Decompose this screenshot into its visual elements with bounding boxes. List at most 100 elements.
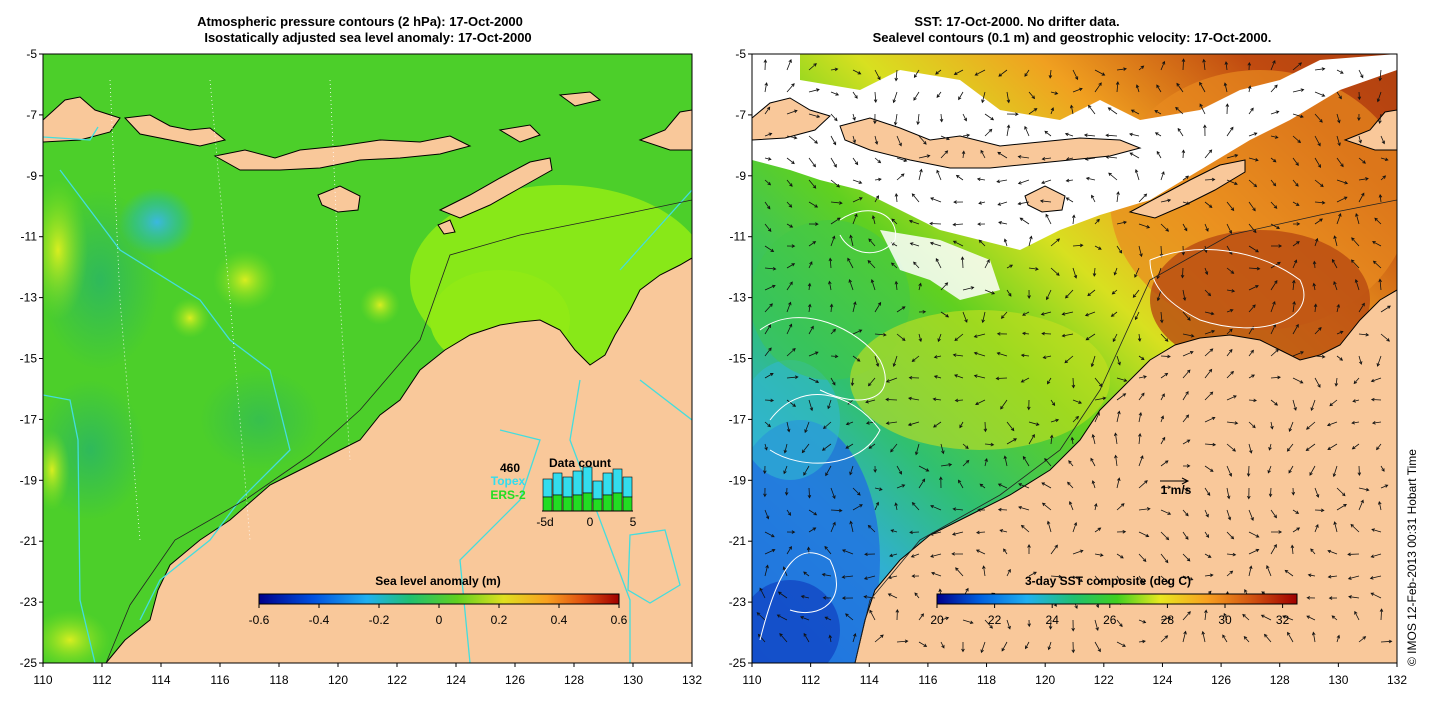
velocity-arrow — [1270, 135, 1279, 139]
velocity-arrow — [763, 487, 767, 498]
velocity-arrow — [830, 235, 836, 247]
colorbar-tick-label: -0.2 — [369, 613, 390, 627]
velocity-arrow — [1292, 323, 1299, 335]
velocity-arrow — [911, 502, 920, 511]
velocity-arrow — [959, 421, 964, 429]
velocity-arrow — [910, 553, 920, 558]
velocity-arrow — [1204, 465, 1214, 472]
velocity-arrow — [849, 465, 854, 476]
velocity-arrow — [1116, 553, 1124, 559]
velocity-arrow — [1204, 311, 1215, 316]
velocity-arrow — [1006, 438, 1018, 445]
velocity-arrow — [1138, 392, 1145, 401]
velocity-arrow — [783, 443, 788, 454]
sst-colorbar-ramp — [936, 593, 1298, 605]
velocity-arrow — [1072, 575, 1084, 582]
velocity-arrow — [1044, 130, 1052, 137]
velocity-arrow — [1087, 104, 1096, 115]
bathy-line-8 — [43, 126, 99, 141]
velocity-arrow — [1307, 573, 1316, 577]
velocity-arrow — [1094, 82, 1102, 93]
colorbar-tick-label: 0.4 — [551, 613, 568, 627]
lon-tick-label: 122 — [1094, 673, 1114, 687]
velocity-arrow — [978, 239, 986, 247]
velocity-arrow — [940, 641, 945, 649]
bathy-line-2 — [59, 169, 291, 621]
velocity-arrow — [1027, 619, 1031, 628]
velocity-arrow — [830, 67, 839, 72]
velocity-arrow — [1182, 311, 1191, 321]
velocity-arrow — [1084, 311, 1096, 317]
velocity-arrow — [996, 332, 1008, 336]
sst-cyan-w — [752, 360, 840, 480]
velocity-arrow — [1182, 487, 1190, 492]
velocity-arrow — [764, 324, 772, 335]
velocity-arrow — [1226, 223, 1233, 234]
data-count-total: 460 — [500, 461, 520, 475]
velocity-arrow — [1107, 107, 1118, 115]
velocity-arrow — [1248, 245, 1259, 253]
velocity-arrow — [1182, 390, 1189, 401]
velocity-arrow — [830, 201, 843, 205]
velocity-arrow — [1226, 552, 1237, 557]
velocity-arrow — [1248, 443, 1253, 454]
velocity-arrow — [841, 575, 854, 579]
velocity-arrow — [1358, 192, 1365, 203]
velocity-arrow — [885, 421, 898, 425]
velocity-arrow — [852, 301, 857, 313]
velocity-arrow — [1314, 487, 1320, 498]
velocity-arrow — [1072, 69, 1079, 81]
velocity-arrow — [808, 63, 817, 71]
lat-tick-label: -13 — [20, 291, 38, 305]
velocity-arrow — [764, 132, 773, 137]
colorbar-tick-label: 32 — [1276, 613, 1290, 627]
lat-tick-label: -23 — [729, 595, 747, 609]
velocity-arrow — [1292, 222, 1301, 226]
lat-tick-label: -25 — [20, 656, 38, 670]
velocity-arrow — [1138, 507, 1151, 511]
velocity-arrow — [1358, 487, 1370, 492]
right-title-line2: Sealevel contours (0.1 m) and geostrophi… — [873, 30, 1272, 45]
velocity-arrow — [1160, 198, 1172, 203]
velocity-arrow — [1138, 193, 1148, 203]
velocity-arrow — [1041, 482, 1052, 489]
velocity-arrow — [1204, 289, 1212, 297]
velocity-arrow — [1181, 58, 1186, 71]
sst-green-w — [752, 220, 910, 380]
velocity-arrow — [1138, 375, 1147, 379]
velocity-arrow — [1182, 333, 1195, 338]
velocity-arrow — [808, 399, 814, 412]
colorbar-tick-label: 0 — [436, 613, 443, 627]
velocity-arrow — [847, 257, 854, 269]
velocity-arrow — [979, 483, 986, 489]
velocity-arrow — [1243, 635, 1250, 643]
velocity-arrow — [1311, 631, 1316, 643]
velocity-arrow — [830, 487, 836, 500]
velocity-arrow — [807, 487, 812, 499]
banda-island — [558, 91, 602, 107]
data-count-tick-0: -5d — [536, 515, 553, 529]
velocity-arrow — [803, 632, 810, 643]
velocity-arrow — [1094, 619, 1099, 631]
lon-tick-label: 110 — [33, 673, 52, 687]
velocity-arrow — [1270, 280, 1278, 291]
velocity-arrow — [786, 83, 795, 93]
velocity-arrow — [1248, 374, 1255, 379]
velocity-arrow — [1225, 103, 1230, 115]
velocity-arrow — [1226, 309, 1234, 313]
topex-bar — [592, 480, 603, 500]
colorbar-tick-label: 30 — [1218, 613, 1232, 627]
velocity-arrow — [1006, 619, 1011, 630]
velocity-arrow — [1050, 399, 1056, 407]
velocity-arrow — [1071, 641, 1076, 654]
velocity-arrow — [1369, 575, 1382, 580]
velocity-arrow — [1064, 355, 1074, 364]
velocity-arrow — [952, 507, 964, 511]
velocity-arrow — [1270, 348, 1280, 357]
velocity-arrow — [786, 375, 799, 379]
velocity-arrow — [1105, 155, 1118, 159]
velocity-arrow — [918, 465, 930, 472]
velocity-arrow — [952, 222, 964, 227]
velocity-arrow — [1072, 549, 1084, 555]
lon-tick-label: 122 — [387, 673, 407, 687]
